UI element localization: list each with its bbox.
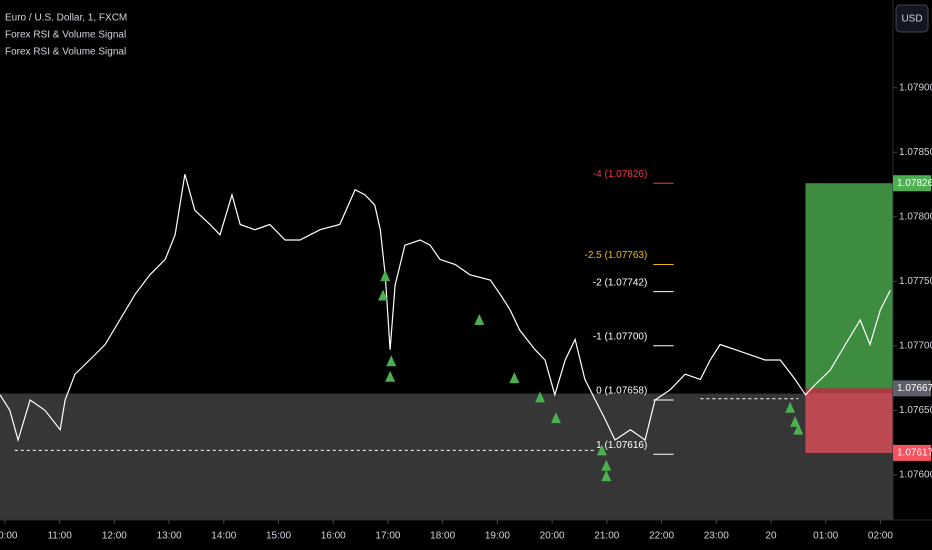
x-tick-label: 23:00 [704, 531, 729, 542]
x-tick-label: 20 [765, 531, 777, 542]
y-tick-label: 1.07600 [899, 469, 932, 480]
price-badge [893, 175, 931, 192]
fib-label: -4 (1.07826) [593, 169, 647, 180]
currency-button[interactable] [895, 4, 929, 33]
signal-arrow [601, 459, 612, 471]
price-line [0, 174, 891, 443]
signal-arrow [474, 314, 485, 325]
price-badge-label: 1.07667 [897, 383, 932, 394]
x-tick-label: 17:00 [375, 531, 400, 542]
y-tick-label: 1.07650 [899, 405, 932, 416]
fib-label: -1 (1.07700) [593, 331, 647, 342]
signal-arrow [785, 401, 796, 413]
x-tick-label: 16:00 [321, 531, 346, 542]
zone [0, 393, 893, 520]
x-tick-label: 01:00 [813, 531, 838, 542]
fib-label: 0 (1.07658) [596, 386, 647, 397]
x-tick-label: 02:00 [868, 531, 893, 542]
fib-label: 1 (1.07616) [596, 440, 647, 451]
price-badge-label: 1.07826 [897, 178, 932, 189]
indicator-label: Forex RSI & Volume Signal [5, 30, 126, 41]
signal-arrow [596, 444, 607, 456]
signal-arrow [509, 372, 520, 384]
x-tick-label: 11:00 [47, 531, 72, 542]
y-tick-label: 1.07750 [899, 276, 932, 287]
y-tick-label: 1.07900 [899, 82, 932, 93]
x-tick-label: 19:00 [485, 531, 510, 542]
signal-arrow [380, 270, 391, 282]
signal-arrow [601, 470, 612, 482]
price-badge-label: 1.07617 [897, 448, 932, 459]
symbol-title: Euro / U.S. Dollar, 1, FXCM [5, 13, 127, 24]
y-tick-label: 1.07800 [899, 211, 932, 222]
plot [0, 174, 893, 520]
price-badge [893, 444, 931, 461]
signal-arrow [378, 289, 389, 301]
x-tick-label: 20:00 [540, 531, 565, 542]
x-tick-label: 15:00 [266, 531, 291, 542]
y-tick-label: 1.07700 [899, 340, 932, 351]
position-stop [805, 388, 893, 453]
price-badge [893, 380, 931, 397]
x-tick-label: 14:00 [211, 531, 236, 542]
signal-arrow [790, 415, 801, 427]
signal-arrow [386, 355, 397, 367]
signal-arrow [385, 370, 396, 382]
signal-arrow [535, 391, 546, 403]
x-tick-label: 21:00 [594, 531, 619, 542]
fib-label: -2 (1.07742) [593, 277, 647, 288]
x-tick-label: 12:00 [102, 531, 127, 542]
indicator-label: Forex RSI & Volume Signal [5, 47, 126, 58]
fib-label: -2.5 (1.07763) [585, 250, 648, 261]
signal-arrow [793, 423, 804, 435]
signal-arrow [550, 412, 561, 424]
x-tick-label: 10:00 [0, 531, 18, 542]
x-tick-label: 22:00 [649, 531, 674, 542]
currency-label[interactable]: USD [901, 14, 922, 25]
position-target [805, 183, 893, 389]
x-tick-label: 18:00 [430, 531, 455, 542]
x-tick-label: 13:00 [157, 531, 182, 542]
y-tick-label: 1.07850 [899, 147, 932, 158]
